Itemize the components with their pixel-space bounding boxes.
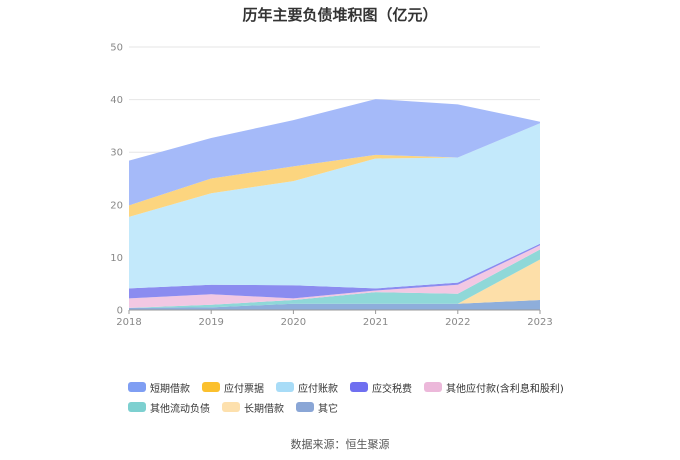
y-tick-label: 20 [110, 200, 123, 211]
y-tick-label: 30 [110, 148, 123, 159]
legend-item[interactable]: 应付账款 [276, 380, 338, 395]
area-series-5[interactable] [129, 243, 540, 299]
legend-swatch [296, 402, 314, 412]
legend-label: 其它 [318, 403, 338, 415]
legend-label: 其他应付款(含利息和股利) [446, 383, 564, 395]
legend-label: 短期借款 [150, 383, 190, 395]
x-tick-label: 2022 [445, 317, 470, 328]
x-tick-label: 2018 [116, 317, 141, 328]
legend-item[interactable]: 长期借款 [222, 400, 284, 415]
area-series-1[interactable] [129, 300, 540, 310]
legend-swatch [222, 402, 240, 412]
legend-swatch [350, 382, 368, 392]
legend-label: 应交税费 [372, 383, 412, 395]
legend-row: 短期借款 应付票据 应付账款 应交税费 其他应付款(含利息和股利) [128, 377, 568, 397]
legend-swatch [276, 382, 294, 392]
x-tick-label: 2020 [281, 317, 306, 328]
area-series-4[interactable] [129, 245, 540, 308]
legend-item[interactable]: 其他流动负债 [128, 400, 210, 415]
legend: 短期借款 应付票据 应付账款 应交税费 其他应付款(含利息和股利) 其他流动负债 长期借款… [128, 377, 568, 417]
legend-label: 应付账款 [298, 383, 338, 395]
legend-label: 应付票据 [224, 383, 264, 395]
y-tick-label: 0 [117, 306, 123, 317]
legend-item[interactable]: 应付票据 [202, 380, 264, 395]
x-tick-label: 2021 [363, 317, 388, 328]
y-tick-label: 10 [110, 253, 123, 264]
legend-swatch [128, 402, 146, 412]
legend-item[interactable]: 短期借款 [128, 380, 190, 395]
legend-swatch [202, 382, 220, 392]
legend-item[interactable]: 其他应付款(含利息和股利) [424, 380, 564, 395]
legend-swatch [128, 382, 146, 392]
area-series-6[interactable] [129, 123, 540, 289]
data-source-note: 数据来源：恒生聚源 [290, 438, 390, 451]
area-series-8[interactable] [129, 99, 540, 206]
x-tick-label: 2023 [527, 317, 552, 328]
y-tick-label: 40 [110, 95, 123, 106]
legend-label: 长期借款 [244, 403, 284, 415]
legend-item[interactable]: 其它 [296, 400, 338, 415]
chart-title: 历年主要负债堆积图（亿元） [242, 6, 438, 24]
x-tick-label: 2019 [198, 317, 223, 328]
y-tick-label: 50 [110, 43, 123, 54]
legend-item[interactable]: 应交税费 [350, 380, 412, 395]
area-series-3[interactable] [129, 249, 540, 308]
legend-swatch [424, 382, 442, 392]
legend-label: 其他流动负债 [150, 403, 210, 415]
legend-row: 其他流动负债 长期借款 其它 [128, 397, 568, 417]
